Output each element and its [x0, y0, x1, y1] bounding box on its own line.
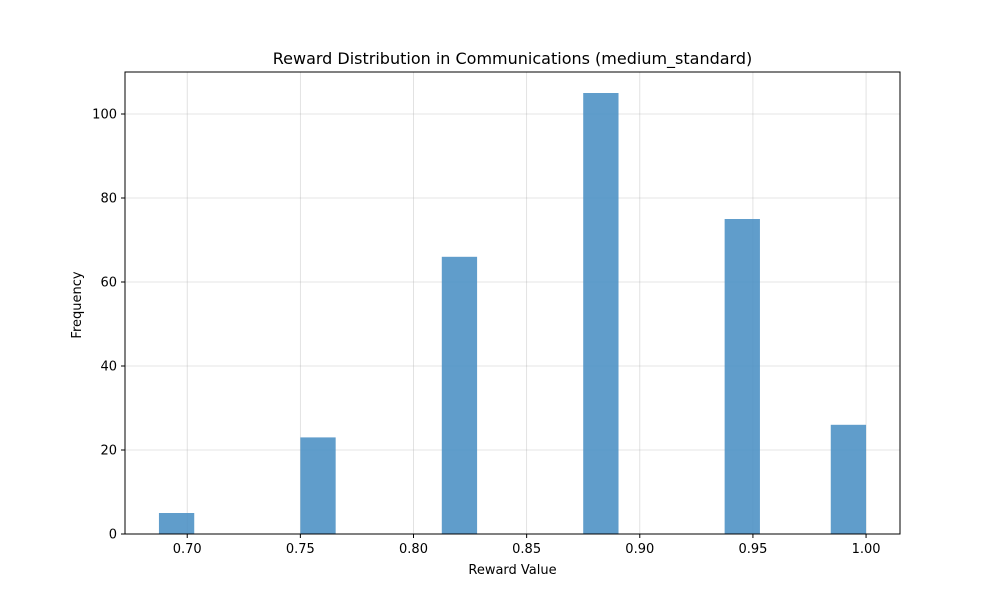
x-tick-label: 0.70: [173, 542, 202, 557]
x-tick-label: 0.80: [399, 542, 428, 557]
y-axis-label: Frequency: [70, 271, 85, 338]
x-tick-label: 0.90: [625, 542, 654, 557]
y-axis-ticks: 0 20 40 60 80 100: [92, 108, 125, 543]
histogram-bar: [583, 93, 619, 534]
y-tick-label: 40: [100, 360, 117, 375]
bars-group: [158, 93, 867, 534]
histogram-bar: [441, 256, 478, 534]
chart-title: Reward Distribution in Communications (m…: [273, 49, 753, 69]
x-tick-label: 0.95: [738, 542, 767, 557]
histogram-bar: [830, 424, 867, 534]
x-axis-ticks: 0.70 0.75 0.80 0.85 0.90 0.95 1.00: [173, 534, 881, 557]
y-tick-label: 100: [92, 108, 117, 123]
x-tick-label: 0.85: [512, 542, 541, 557]
histogram-bar: [158, 513, 195, 534]
plot-frame: [124, 71, 901, 535]
y-tick-label: 0: [109, 528, 117, 543]
histogram-bar: [300, 437, 336, 534]
x-tick-label: 1.00: [852, 542, 881, 557]
x-axis-label: Reward Value: [468, 563, 556, 578]
y-tick-label: 60: [100, 276, 117, 291]
histogram-bar: [724, 219, 760, 534]
y-tick-label: 20: [100, 444, 117, 459]
y-tick-label: 80: [100, 192, 117, 207]
x-tick-label: 0.75: [286, 542, 315, 557]
